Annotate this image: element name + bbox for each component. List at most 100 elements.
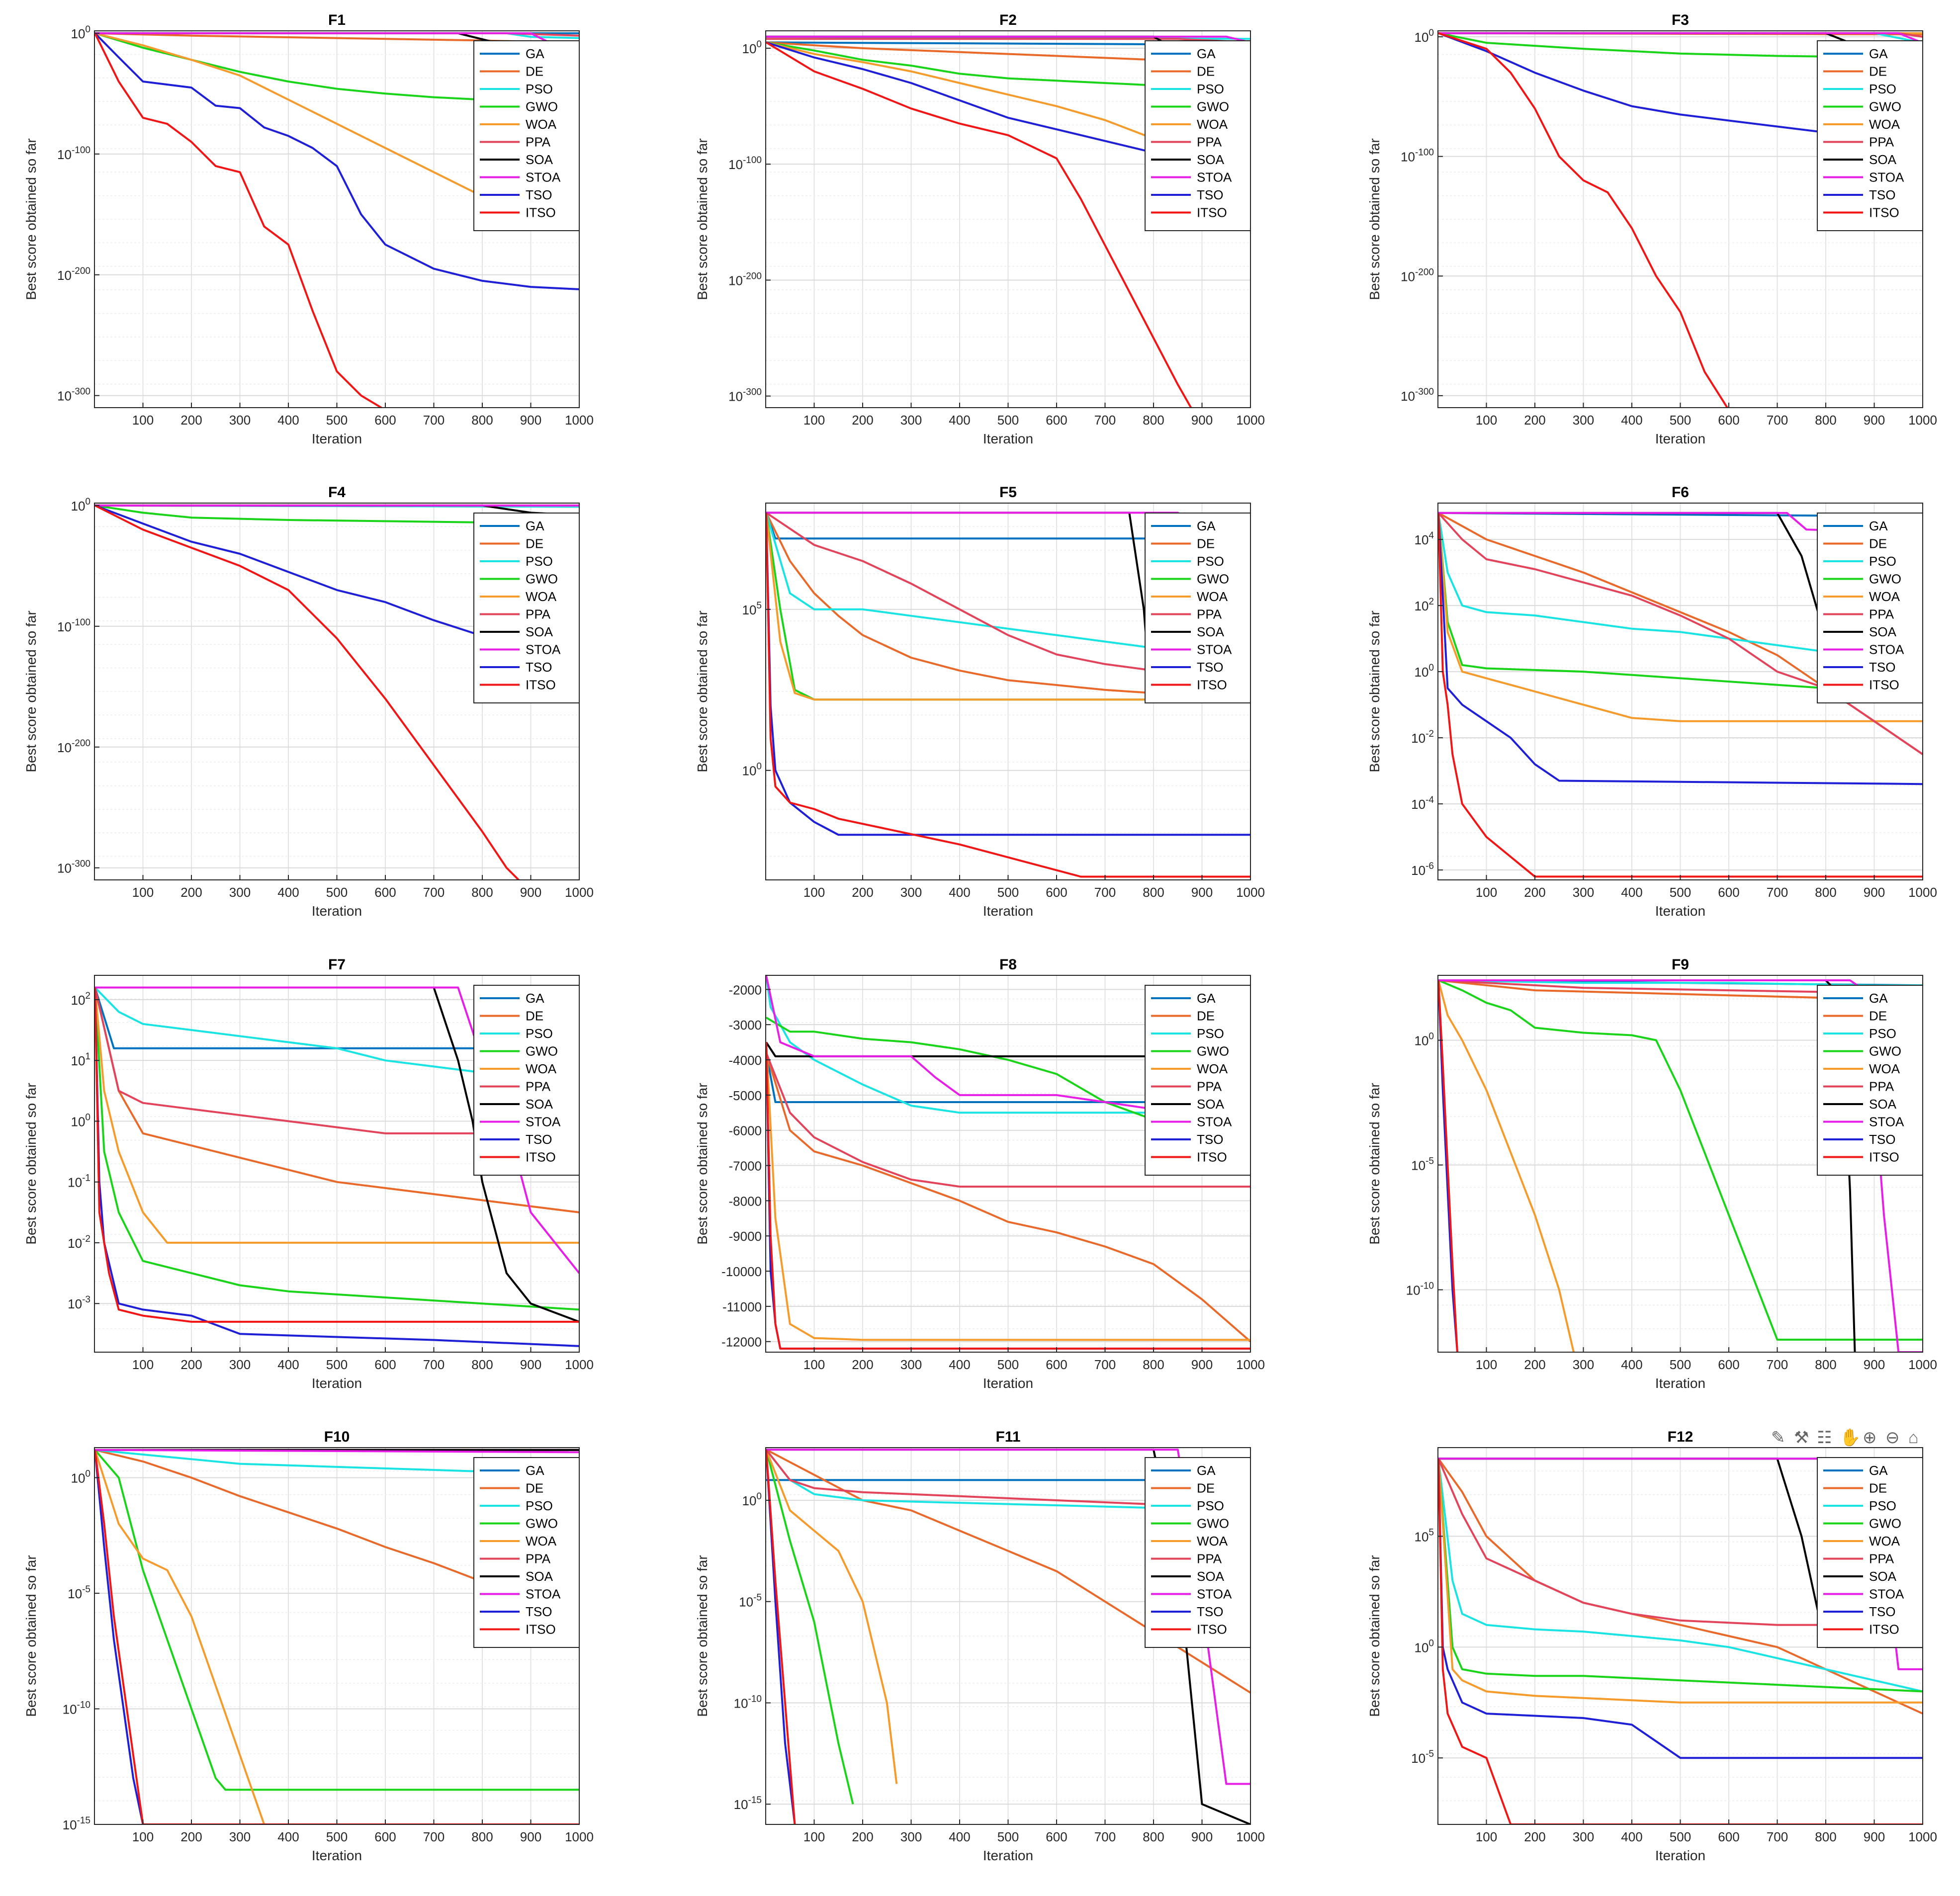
legend-label-itso: ITSO — [526, 1150, 556, 1165]
series-line-tso — [94, 32, 579, 290]
pan-hand-icon[interactable]: ✋ — [1840, 1428, 1861, 1447]
legend-box — [1817, 985, 1923, 1176]
series-group — [94, 504, 579, 880]
legend-label-de: DE — [1869, 64, 1887, 79]
x-tick-label: 300 — [900, 1829, 922, 1844]
legend-label-tso: TSO — [526, 660, 552, 675]
axes-toolbar[interactable]: ✎ ⚒ ☷ ✋ ⊕ ⊖ ⌂ — [1771, 1428, 1919, 1447]
x-tick-label: 200 — [180, 1357, 202, 1372]
legend-label-itso: ITSO — [526, 1622, 556, 1637]
legend-label-ga: GA — [1197, 518, 1216, 533]
x-tick-label: 500 — [997, 413, 1019, 428]
x-tick-label: 100 — [132, 1829, 154, 1844]
series-line-woa — [766, 1042, 1250, 1341]
x-tick-label: 700 — [423, 885, 445, 900]
x-tick-label: 1000 — [1908, 413, 1937, 428]
legend-label-woa: WOA — [1869, 1061, 1900, 1076]
legend-box — [1145, 40, 1251, 231]
series-line-itso — [766, 513, 1250, 878]
x-tick-label: 100 — [803, 413, 825, 428]
x-tick-label: 400 — [277, 885, 299, 900]
zoom-in-icon[interactable]: ⊕ — [1863, 1428, 1877, 1447]
legend-label-gwo: GWO — [1869, 572, 1901, 587]
y-tick-label: 100 — [742, 39, 762, 56]
legend-label-de: DE — [1197, 536, 1215, 551]
legend-label-tso: TSO — [1197, 660, 1223, 675]
x-tick-label: 300 — [1573, 1357, 1594, 1372]
legend-label-woa: WOA — [526, 117, 557, 132]
legend-box — [473, 513, 580, 703]
x-tick-label: 300 — [1573, 413, 1594, 428]
y-tick-label: 100 — [1415, 1032, 1434, 1048]
legend-label-ga: GA — [1197, 46, 1216, 61]
legend-label-stoa: STOA — [526, 1587, 561, 1602]
series-line-tso — [94, 987, 579, 1347]
y-axis-label: Best score obtained so far — [23, 1555, 39, 1717]
x-tick-label: 100 — [1476, 1357, 1497, 1372]
chart-f3: 100 200 300 400 500 600 700 800 900 1000 100 10-100… — [1367, 12, 1937, 446]
x-tick-label: 600 — [1718, 1829, 1739, 1844]
x-tick-label: 500 — [1670, 1829, 1691, 1844]
x-tick-label: 900 — [520, 885, 541, 900]
x-tick-label: 600 — [374, 885, 396, 900]
x-tick-label: 100 — [132, 1357, 154, 1372]
legend-label-stoa: STOA — [1869, 170, 1904, 185]
y-tick-label: 10-15 — [63, 1815, 90, 1832]
y-tick-label: 102 — [1415, 597, 1434, 613]
datatip-icon[interactable]: ⚒ — [1794, 1428, 1809, 1447]
series-line-itso — [1438, 1459, 1923, 1824]
legend: GA DE PSO GWO WOA PPA SOA STOA TSO ITSO — [473, 40, 580, 231]
home-icon[interactable]: ⌂ — [1908, 1428, 1919, 1447]
x-tick-label: 300 — [229, 885, 251, 900]
chart-title: F11 — [995, 1429, 1020, 1445]
x-tick-label: 300 — [900, 413, 922, 428]
series-line-itso — [94, 987, 579, 1323]
x-axis-label: Iteration — [983, 1848, 1033, 1863]
y-tick-label: 10-100 — [728, 155, 762, 172]
legend-label-pso: PSO — [526, 1498, 553, 1513]
legend-label-ga: GA — [1197, 991, 1216, 1006]
y-tick-label: 10-300 — [1401, 387, 1434, 404]
legend: GA DE PSO GWO WOA PPA SOA STOA TSO ITSO — [1817, 985, 1923, 1176]
zoom-out-icon[interactable]: ⊖ — [1885, 1428, 1900, 1447]
y-tick-label: 10-300 — [57, 859, 90, 876]
y-tick-label: 10-1 — [68, 1173, 90, 1190]
chart-f10: 100 200 300 400 500 600 700 800 900 1000 100 10-5 10… — [23, 1429, 594, 1863]
x-tick-label: 400 — [1621, 1357, 1642, 1372]
legend-label-pso: PSO — [526, 82, 553, 96]
y-axis-label: Best score obtained so far — [23, 1083, 39, 1244]
legend-icon[interactable]: ☷ — [1817, 1428, 1832, 1447]
legend-label-stoa: STOA — [1197, 1115, 1232, 1129]
legend-label-itso: ITSO — [1197, 1622, 1227, 1637]
series-group — [1438, 1458, 1923, 1824]
x-tick-label: 700 — [1094, 413, 1116, 428]
x-tick-label: 400 — [949, 1357, 970, 1372]
x-tick-label: 500 — [1670, 1357, 1691, 1372]
legend: GA DE PSO GWO WOA PPA SOA STOA TSO ITSO — [1145, 1457, 1251, 1648]
chart-title: F4 — [328, 484, 346, 501]
legend-label-tso: TSO — [1197, 187, 1223, 202]
x-axis-label: Iteration — [983, 903, 1033, 919]
chart-f11: 100 200 300 400 500 600 700 800 900 1000 100 10-5 10… — [695, 1429, 1265, 1863]
x-tick-label: 800 — [1143, 1357, 1164, 1372]
y-axis-label: Best score obtained so far — [1367, 138, 1382, 300]
series-line-ga — [94, 987, 579, 1049]
legend-label-de: DE — [1869, 536, 1887, 551]
y-tick-label: 10-200 — [57, 266, 90, 283]
legend-label-stoa: STOA — [526, 1115, 561, 1129]
series-line-gwo — [94, 987, 579, 1311]
x-tick-label: 600 — [1046, 885, 1067, 900]
chart-title: F2 — [999, 12, 1017, 28]
x-tick-label: 1000 — [1908, 885, 1937, 900]
y-tick-label: 10-5 — [1411, 1749, 1434, 1766]
x-tick-label: 400 — [277, 1829, 299, 1844]
series-line-tso — [94, 1450, 144, 1824]
x-tick-label: 300 — [229, 1357, 251, 1372]
legend-label-soa: SOA — [526, 1097, 553, 1112]
y-tick-label: 10-10 — [63, 1700, 90, 1717]
series-line-itso — [94, 33, 383, 408]
legend-label-soa: SOA — [1197, 152, 1225, 167]
x-tick-label: 800 — [471, 885, 493, 900]
brush-icon[interactable]: ✎ — [1771, 1428, 1785, 1447]
legend-label-tso: TSO — [1869, 187, 1895, 202]
